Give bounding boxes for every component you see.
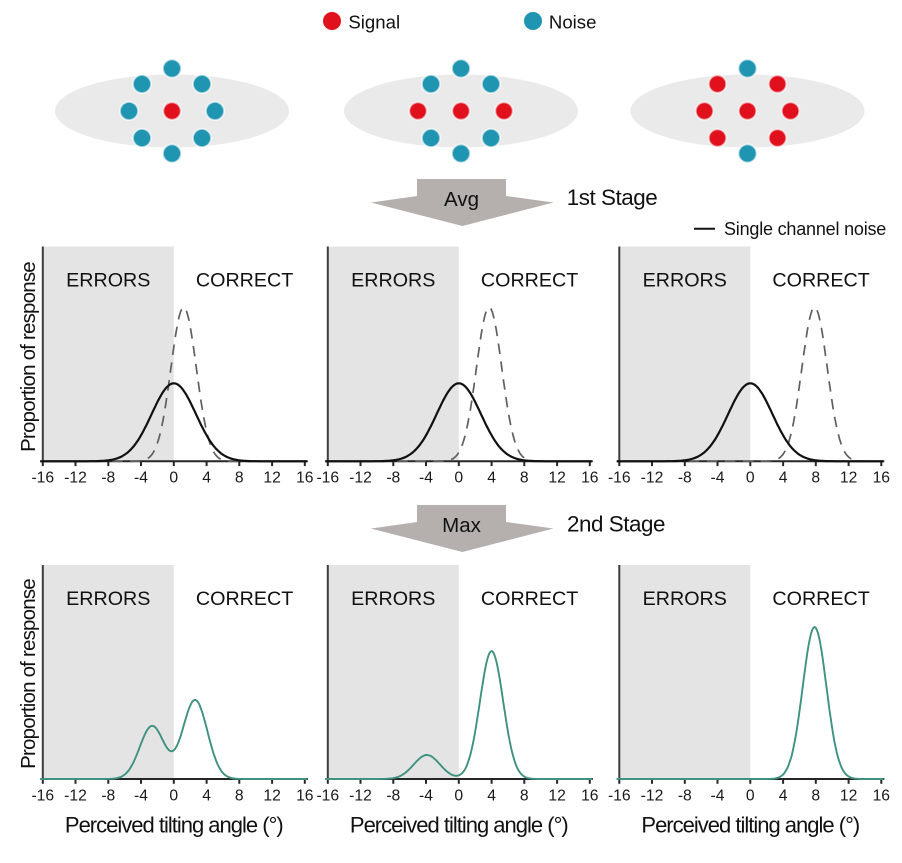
svg-text:0: 0 <box>454 470 463 487</box>
svg-text:-16: -16 <box>608 470 631 487</box>
svg-text:CORRECT: CORRECT <box>772 588 869 610</box>
svg-text:16: 16 <box>873 470 891 487</box>
svg-text:CORRECT: CORRECT <box>196 270 293 292</box>
svg-text:-8: -8 <box>101 787 115 804</box>
svg-text:Proportion of response: Proportion of response <box>17 262 40 452</box>
svg-text:12: 12 <box>263 470 280 487</box>
svg-text:Proportion of response: Proportion of response <box>17 579 40 769</box>
svg-text:0: 0 <box>169 470 178 487</box>
svg-text:Perceived tilting angle (°): Perceived tilting angle (°) <box>65 813 283 838</box>
svg-text:-16: -16 <box>31 470 54 487</box>
svg-text:-12: -12 <box>641 470 664 487</box>
svg-text:Perceived tilting angle (°): Perceived tilting angle (°) <box>350 813 568 838</box>
svg-text:Noise: Noise <box>549 12 597 33</box>
svg-text:CORRECT: CORRECT <box>772 270 869 292</box>
svg-text:0: 0 <box>746 787 755 804</box>
svg-text:ERRORS: ERRORS <box>643 270 727 292</box>
svg-text:-16: -16 <box>316 787 339 804</box>
svg-text:12: 12 <box>840 787 857 804</box>
svg-text:8: 8 <box>520 470 529 487</box>
svg-text:4: 4 <box>202 787 211 804</box>
svg-text:Signal: Signal <box>348 12 400 33</box>
svg-text:-8: -8 <box>386 470 400 487</box>
svg-text:4: 4 <box>487 787 496 804</box>
svg-text:4: 4 <box>779 787 788 804</box>
svg-text:-4: -4 <box>419 470 433 487</box>
svg-text:CORRECT: CORRECT <box>481 270 578 292</box>
svg-text:12: 12 <box>840 470 857 487</box>
svg-text:4: 4 <box>779 470 788 487</box>
svg-text:12: 12 <box>263 787 280 804</box>
svg-text:ERRORS: ERRORS <box>643 588 727 610</box>
svg-text:0: 0 <box>169 787 178 804</box>
svg-text:-12: -12 <box>64 787 87 804</box>
svg-text:-4: -4 <box>419 787 433 804</box>
svg-text:Perceived tilting angle (°): Perceived tilting angle (°) <box>641 813 859 838</box>
svg-text:8: 8 <box>811 787 820 804</box>
svg-text:8: 8 <box>235 787 244 804</box>
svg-text:8: 8 <box>235 470 244 487</box>
svg-text:16: 16 <box>581 787 599 804</box>
svg-text:8: 8 <box>520 787 529 804</box>
svg-text:16: 16 <box>296 787 314 804</box>
svg-text:-16: -16 <box>31 787 54 804</box>
svg-text:-16: -16 <box>316 470 339 487</box>
svg-text:ERRORS: ERRORS <box>351 588 435 610</box>
svg-text:-4: -4 <box>711 787 725 804</box>
svg-text:12: 12 <box>548 470 565 487</box>
svg-text:16: 16 <box>873 787 891 804</box>
svg-text:12: 12 <box>548 787 565 804</box>
svg-text:ERRORS: ERRORS <box>351 270 435 292</box>
svg-text:-8: -8 <box>678 787 692 804</box>
svg-text:-8: -8 <box>678 470 692 487</box>
svg-text:-8: -8 <box>386 787 400 804</box>
svg-text:-4: -4 <box>134 470 148 487</box>
svg-text:4: 4 <box>202 470 211 487</box>
svg-text:Avg: Avg <box>444 188 479 211</box>
svg-text:-12: -12 <box>349 787 372 804</box>
svg-text:Single channel noise: Single channel noise <box>724 219 886 239</box>
svg-text:0: 0 <box>454 787 463 804</box>
svg-text:CORRECT: CORRECT <box>481 588 578 610</box>
svg-text:-4: -4 <box>711 470 725 487</box>
svg-text:-12: -12 <box>349 470 372 487</box>
svg-text:ERRORS: ERRORS <box>66 270 150 292</box>
svg-text:CORRECT: CORRECT <box>196 588 293 610</box>
svg-text:-4: -4 <box>134 787 148 804</box>
svg-text:0: 0 <box>746 470 755 487</box>
svg-text:2nd Stage: 2nd Stage <box>567 512 665 537</box>
svg-text:16: 16 <box>581 470 599 487</box>
svg-text:Max: Max <box>442 514 481 537</box>
svg-text:8: 8 <box>811 470 820 487</box>
svg-text:1st Stage: 1st Stage <box>567 185 658 210</box>
svg-text:-8: -8 <box>101 470 115 487</box>
svg-text:-16: -16 <box>608 787 631 804</box>
svg-text:16: 16 <box>296 470 314 487</box>
svg-text:4: 4 <box>487 470 496 487</box>
svg-text:ERRORS: ERRORS <box>66 588 150 610</box>
svg-text:-12: -12 <box>641 787 664 804</box>
svg-text:-12: -12 <box>64 470 87 487</box>
